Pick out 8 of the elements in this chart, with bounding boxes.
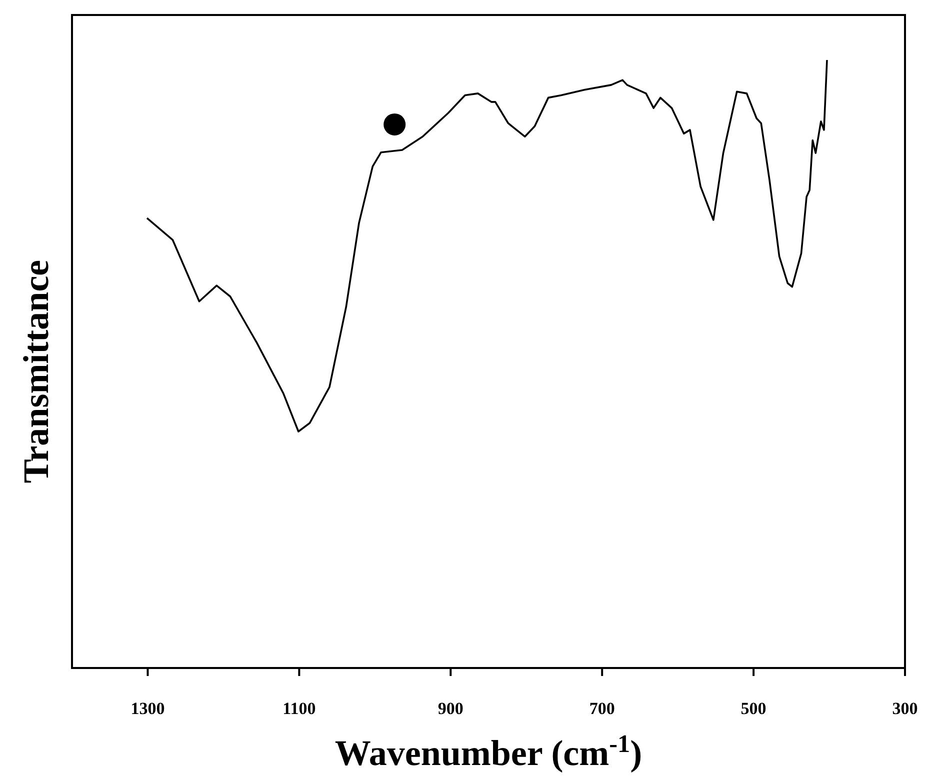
- x-tick-label: 500: [740, 699, 766, 718]
- x-tick-label: 900: [438, 699, 464, 718]
- x-axis-title: Wavenumber (cm$^{-1}$): [334, 730, 642, 773]
- x-tick-label: 300: [892, 699, 918, 718]
- x-tick-label: 700: [589, 699, 615, 718]
- y-axis-title: Transmittance: [16, 260, 56, 484]
- x-tick-label: 1300: [130, 699, 165, 718]
- x-tick-label: 1100: [282, 699, 316, 718]
